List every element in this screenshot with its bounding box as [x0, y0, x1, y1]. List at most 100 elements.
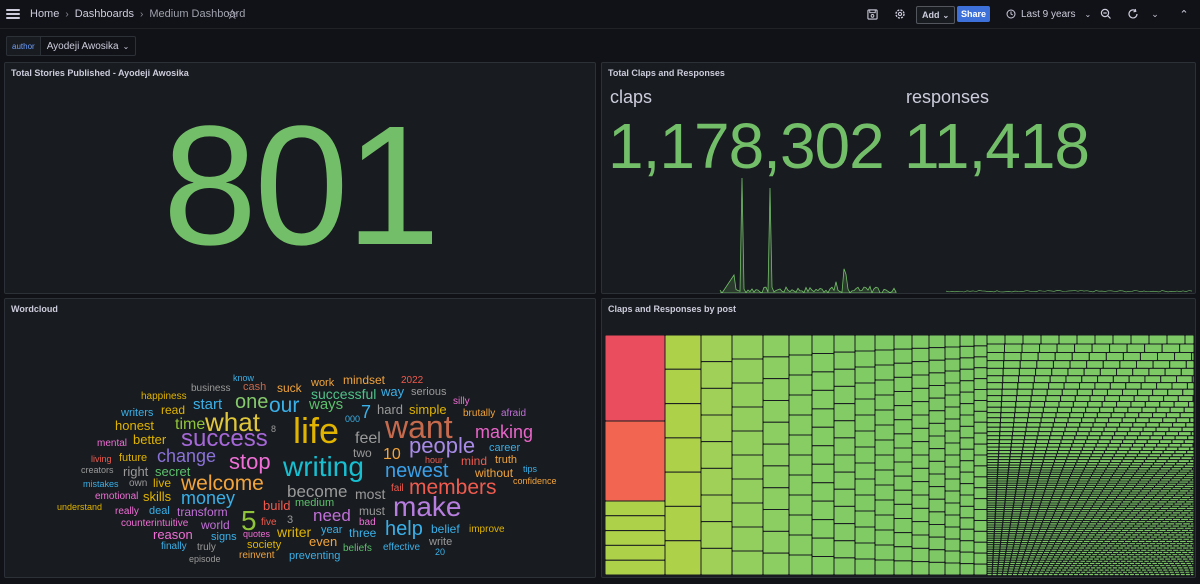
treemap-cell[interactable]	[986, 435, 1001, 441]
treemap-cell[interactable]	[1125, 382, 1142, 390]
treemap-cell[interactable]	[1036, 435, 1051, 441]
treemap-cell[interactable]	[928, 549, 946, 563]
treemap-cell[interactable]	[604, 515, 666, 532]
treemap-cell[interactable]	[893, 518, 913, 534]
treemap-cell[interactable]	[999, 426, 1014, 433]
treemap-cell[interactable]	[959, 425, 975, 439]
treemap-cell[interactable]	[1046, 446, 1060, 451]
treemap-cell[interactable]	[973, 378, 988, 391]
treemap-cell[interactable]	[854, 526, 876, 544]
treemap-cell[interactable]	[604, 500, 666, 517]
treemap-cell[interactable]	[1014, 412, 1029, 419]
treemap-cell[interactable]	[928, 523, 946, 538]
treemap-cell[interactable]	[1108, 417, 1123, 424]
treemap-cell[interactable]	[1014, 406, 1030, 414]
treemap-cell[interactable]	[1172, 422, 1187, 428]
treemap-cell[interactable]	[1059, 443, 1073, 448]
treemap-cell[interactable]	[911, 401, 930, 416]
treemap-cell[interactable]	[1040, 417, 1056, 424]
treemap-cell[interactable]	[1141, 446, 1155, 451]
treemap-cell[interactable]	[986, 388, 1003, 397]
treemap-cell[interactable]	[1127, 406, 1143, 414]
treemap-cell[interactable]	[944, 526, 961, 540]
treemap-cell[interactable]	[1083, 367, 1101, 377]
treemap-cell[interactable]	[1032, 382, 1050, 390]
treemap-cell[interactable]	[664, 437, 702, 473]
treemap-cell[interactable]	[1133, 395, 1150, 403]
treemap-cell[interactable]	[1149, 435, 1164, 441]
treemap-cell[interactable]	[1036, 360, 1054, 369]
treemap-cell[interactable]	[1024, 431, 1039, 437]
treemap-cell[interactable]	[604, 544, 666, 561]
treemap-cell[interactable]	[1156, 443, 1170, 448]
treemap-cell[interactable]	[986, 426, 1001, 433]
treemap-cell[interactable]	[833, 505, 856, 525]
treemap-cell[interactable]	[1122, 439, 1136, 445]
chevron-up-icon[interactable]: ⌃	[1179, 8, 1189, 21]
treemap-cell[interactable]	[973, 487, 988, 500]
treemap-cell[interactable]	[811, 408, 835, 428]
treemap-cell[interactable]	[944, 478, 961, 492]
treemap-cell[interactable]	[1015, 401, 1031, 408]
treemap-cell[interactable]	[959, 460, 975, 473]
treemap-cell[interactable]	[700, 361, 733, 389]
treemap-cell[interactable]	[944, 370, 961, 384]
treemap-cell[interactable]	[893, 419, 913, 435]
treemap-cell[interactable]	[833, 540, 856, 559]
treemap-cell[interactable]	[928, 385, 946, 399]
treemap-cell[interactable]	[1189, 446, 1195, 451]
treemap-cell[interactable]	[893, 334, 913, 350]
treemap-cell[interactable]	[854, 542, 876, 560]
treemap-cell[interactable]	[1081, 417, 1096, 424]
treemap-cell[interactable]	[999, 422, 1015, 428]
treemap-cell[interactable]	[986, 375, 1004, 384]
treemap-cell[interactable]	[986, 395, 1003, 403]
treemap-cell[interactable]	[1066, 422, 1081, 428]
treemap-cell[interactable]	[973, 476, 988, 489]
treemap-cell[interactable]	[788, 374, 813, 396]
treemap-cell[interactable]	[1015, 395, 1032, 403]
treemap-cell[interactable]	[833, 454, 856, 473]
treemap-cell[interactable]	[874, 334, 895, 351]
treemap-cell[interactable]	[1144, 443, 1158, 448]
treemap-cell[interactable]	[1088, 572, 1095, 577]
treemap-cell[interactable]	[788, 354, 813, 376]
treemap-cell[interactable]	[1190, 431, 1195, 437]
treemap-cell[interactable]	[1174, 572, 1181, 577]
treemap-cell[interactable]	[788, 494, 813, 516]
treemap-cell[interactable]	[911, 361, 930, 376]
treemap-cell[interactable]	[1129, 446, 1143, 451]
treemap-cell[interactable]	[893, 503, 913, 520]
treemap-cell[interactable]	[998, 443, 1012, 448]
panel-title[interactable]: Total Stories Published - Ayodeji Awosik…	[11, 68, 189, 78]
treemap-cell[interactable]	[1067, 367, 1085, 377]
treemap-cell[interactable]	[986, 439, 1000, 445]
treemap-cell[interactable]	[986, 572, 993, 577]
treemap-cell[interactable]	[1124, 435, 1138, 441]
treemap-cell[interactable]	[664, 403, 702, 439]
treemap-cell[interactable]	[1181, 426, 1195, 433]
treemap-cell[interactable]	[1119, 422, 1134, 428]
treemap-cell[interactable]	[959, 380, 975, 393]
treemap-cell[interactable]	[959, 334, 975, 347]
treemap-cell[interactable]	[1037, 431, 1052, 437]
treemap-cell[interactable]	[973, 530, 988, 543]
treemap-cell[interactable]	[1071, 443, 1085, 448]
treemap-cell[interactable]	[1042, 406, 1058, 414]
treemap-cell[interactable]	[1051, 426, 1066, 433]
treemap-cell[interactable]	[986, 382, 1003, 390]
add-button[interactable]: Add ⌄	[916, 6, 956, 24]
treemap-cell[interactable]	[1152, 412, 1167, 419]
treemap-cell[interactable]	[928, 473, 946, 488]
treemap-cell[interactable]	[811, 537, 835, 558]
treemap-cell[interactable]	[998, 439, 1013, 445]
treemap-cell[interactable]	[1078, 572, 1085, 577]
treemap-cell[interactable]	[1109, 343, 1128, 354]
treemap-cell[interactable]	[700, 547, 733, 576]
treemap-cell[interactable]	[1000, 406, 1016, 414]
treemap-cell[interactable]	[1054, 352, 1073, 362]
treemap-cell[interactable]	[986, 417, 1002, 424]
treemap-cell[interactable]	[1179, 572, 1186, 577]
treemap-cell[interactable]	[1076, 334, 1096, 345]
treemap-cell[interactable]	[1047, 443, 1061, 448]
